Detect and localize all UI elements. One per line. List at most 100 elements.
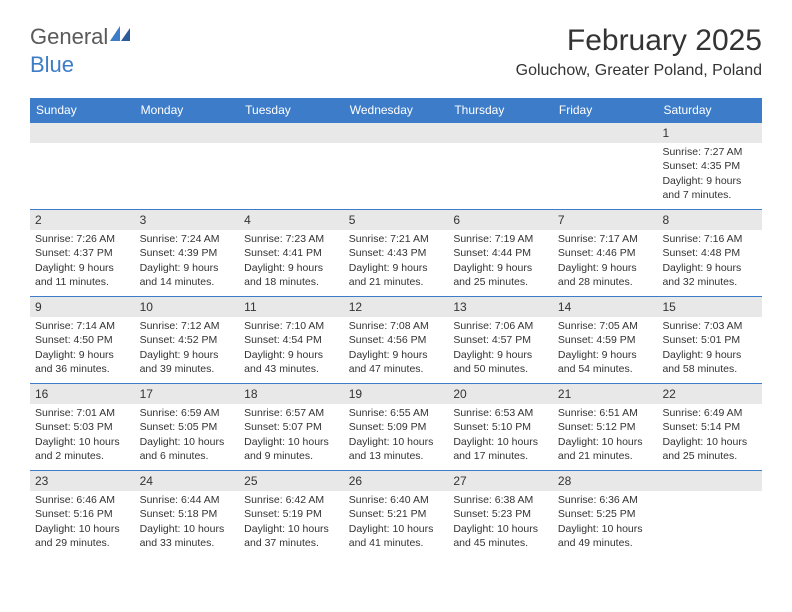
day-daylight2: and 45 minutes. bbox=[453, 536, 548, 550]
day-daylight2: and 39 minutes. bbox=[140, 362, 235, 376]
day-daylight1: Daylight: 10 hours bbox=[349, 522, 444, 536]
day-cell bbox=[239, 123, 344, 209]
day-daylight1: Daylight: 9 hours bbox=[662, 261, 757, 275]
day-daylight2: and 25 minutes. bbox=[662, 449, 757, 463]
day-daylight2: and 9 minutes. bbox=[244, 449, 339, 463]
day-cell bbox=[30, 123, 135, 209]
day-sunset: Sunset: 5:19 PM bbox=[244, 507, 339, 521]
day-body: Sunrise: 6:44 AMSunset: 5:18 PMDaylight:… bbox=[135, 491, 240, 554]
header: General February 2025 Goluchow, Greater … bbox=[0, 0, 792, 88]
day-sunrise: Sunrise: 6:44 AM bbox=[140, 493, 235, 507]
day-daylight2: and 21 minutes. bbox=[349, 275, 444, 289]
day-daylight1: Daylight: 10 hours bbox=[244, 435, 339, 449]
day-cell: 3Sunrise: 7:24 AMSunset: 4:39 PMDaylight… bbox=[135, 210, 240, 296]
day-number: 18 bbox=[239, 384, 344, 404]
weekday-header: Tuesday bbox=[239, 98, 344, 122]
day-daylight1: Daylight: 9 hours bbox=[558, 261, 653, 275]
day-daylight1: Daylight: 10 hours bbox=[140, 435, 235, 449]
day-body: Sunrise: 6:36 AMSunset: 5:25 PMDaylight:… bbox=[553, 491, 658, 554]
day-number: 9 bbox=[30, 297, 135, 317]
day-cell: 21Sunrise: 6:51 AMSunset: 5:12 PMDayligh… bbox=[553, 384, 658, 470]
day-daylight2: and 18 minutes. bbox=[244, 275, 339, 289]
day-number: 14 bbox=[553, 297, 658, 317]
day-cell: 13Sunrise: 7:06 AMSunset: 4:57 PMDayligh… bbox=[448, 297, 553, 383]
day-daylight2: and 33 minutes. bbox=[140, 536, 235, 550]
day-cell: 27Sunrise: 6:38 AMSunset: 5:23 PMDayligh… bbox=[448, 471, 553, 557]
day-body: Sunrise: 6:53 AMSunset: 5:10 PMDaylight:… bbox=[448, 404, 553, 467]
day-cell: 6Sunrise: 7:19 AMSunset: 4:44 PMDaylight… bbox=[448, 210, 553, 296]
day-body: Sunrise: 6:40 AMSunset: 5:21 PMDaylight:… bbox=[344, 491, 449, 554]
day-sunrise: Sunrise: 7:27 AM bbox=[662, 145, 757, 159]
day-number bbox=[239, 123, 344, 143]
day-body: Sunrise: 7:21 AMSunset: 4:43 PMDaylight:… bbox=[344, 230, 449, 293]
logo: General bbox=[30, 24, 132, 50]
day-daylight1: Daylight: 9 hours bbox=[244, 348, 339, 362]
day-body: Sunrise: 7:24 AMSunset: 4:39 PMDaylight:… bbox=[135, 230, 240, 293]
day-sunrise: Sunrise: 6:40 AM bbox=[349, 493, 444, 507]
day-body: Sunrise: 7:26 AMSunset: 4:37 PMDaylight:… bbox=[30, 230, 135, 293]
day-sunset: Sunset: 5:14 PM bbox=[662, 420, 757, 434]
day-number bbox=[344, 123, 449, 143]
day-cell: 12Sunrise: 7:08 AMSunset: 4:56 PMDayligh… bbox=[344, 297, 449, 383]
day-cell: 1Sunrise: 7:27 AMSunset: 4:35 PMDaylight… bbox=[657, 123, 762, 209]
day-number: 6 bbox=[448, 210, 553, 230]
weekday-header: Friday bbox=[553, 98, 658, 122]
day-number: 27 bbox=[448, 471, 553, 491]
day-number bbox=[30, 123, 135, 143]
day-daylight2: and 32 minutes. bbox=[662, 275, 757, 289]
day-daylight1: Daylight: 10 hours bbox=[35, 522, 130, 536]
day-daylight1: Daylight: 9 hours bbox=[453, 261, 548, 275]
day-sunrise: Sunrise: 6:46 AM bbox=[35, 493, 130, 507]
day-daylight1: Daylight: 9 hours bbox=[244, 261, 339, 275]
day-sunset: Sunset: 4:35 PM bbox=[662, 159, 757, 173]
day-cell bbox=[344, 123, 449, 209]
day-sunrise: Sunrise: 7:03 AM bbox=[662, 319, 757, 333]
day-sunset: Sunset: 5:18 PM bbox=[140, 507, 235, 521]
day-number: 17 bbox=[135, 384, 240, 404]
day-daylight2: and 2 minutes. bbox=[35, 449, 130, 463]
day-cell: 20Sunrise: 6:53 AMSunset: 5:10 PMDayligh… bbox=[448, 384, 553, 470]
day-sunrise: Sunrise: 6:53 AM bbox=[453, 406, 548, 420]
day-sunset: Sunset: 4:57 PM bbox=[453, 333, 548, 347]
month-title: February 2025 bbox=[516, 24, 762, 58]
day-number: 26 bbox=[344, 471, 449, 491]
day-sunrise: Sunrise: 7:12 AM bbox=[140, 319, 235, 333]
day-sunset: Sunset: 4:54 PM bbox=[244, 333, 339, 347]
day-body: Sunrise: 7:27 AMSunset: 4:35 PMDaylight:… bbox=[657, 143, 762, 206]
day-sunset: Sunset: 4:44 PM bbox=[453, 246, 548, 260]
weekday-header-row: SundayMondayTuesdayWednesdayThursdayFrid… bbox=[30, 98, 762, 122]
day-daylight1: Daylight: 9 hours bbox=[349, 348, 444, 362]
day-sunset: Sunset: 4:56 PM bbox=[349, 333, 444, 347]
day-daylight2: and 14 minutes. bbox=[140, 275, 235, 289]
week-row: 16Sunrise: 7:01 AMSunset: 5:03 PMDayligh… bbox=[30, 383, 762, 470]
day-daylight1: Daylight: 9 hours bbox=[662, 174, 757, 188]
day-daylight1: Daylight: 9 hours bbox=[558, 348, 653, 362]
week-row: 1Sunrise: 7:27 AMSunset: 4:35 PMDaylight… bbox=[30, 122, 762, 209]
day-body: Sunrise: 7:01 AMSunset: 5:03 PMDaylight:… bbox=[30, 404, 135, 467]
location-text: Goluchow, Greater Poland, Poland bbox=[516, 62, 762, 80]
day-sunset: Sunset: 5:12 PM bbox=[558, 420, 653, 434]
logo-text-1: General bbox=[30, 24, 108, 50]
day-number: 15 bbox=[657, 297, 762, 317]
day-sunrise: Sunrise: 6:51 AM bbox=[558, 406, 653, 420]
day-sunrise: Sunrise: 6:55 AM bbox=[349, 406, 444, 420]
day-sunset: Sunset: 4:46 PM bbox=[558, 246, 653, 260]
day-body: Sunrise: 6:57 AMSunset: 5:07 PMDaylight:… bbox=[239, 404, 344, 467]
day-daylight1: Daylight: 10 hours bbox=[35, 435, 130, 449]
day-sunrise: Sunrise: 7:24 AM bbox=[140, 232, 235, 246]
day-number: 12 bbox=[344, 297, 449, 317]
day-cell: 22Sunrise: 6:49 AMSunset: 5:14 PMDayligh… bbox=[657, 384, 762, 470]
day-cell: 16Sunrise: 7:01 AMSunset: 5:03 PMDayligh… bbox=[30, 384, 135, 470]
day-sunrise: Sunrise: 6:38 AM bbox=[453, 493, 548, 507]
day-sunrise: Sunrise: 7:17 AM bbox=[558, 232, 653, 246]
day-daylight1: Daylight: 10 hours bbox=[662, 435, 757, 449]
day-body: Sunrise: 6:38 AMSunset: 5:23 PMDaylight:… bbox=[448, 491, 553, 554]
day-cell: 9Sunrise: 7:14 AMSunset: 4:50 PMDaylight… bbox=[30, 297, 135, 383]
day-sunset: Sunset: 5:21 PM bbox=[349, 507, 444, 521]
day-number bbox=[135, 123, 240, 143]
day-sunrise: Sunrise: 6:36 AM bbox=[558, 493, 653, 507]
day-daylight2: and 6 minutes. bbox=[140, 449, 235, 463]
day-daylight2: and 43 minutes. bbox=[244, 362, 339, 376]
day-cell bbox=[657, 471, 762, 557]
day-number: 2 bbox=[30, 210, 135, 230]
